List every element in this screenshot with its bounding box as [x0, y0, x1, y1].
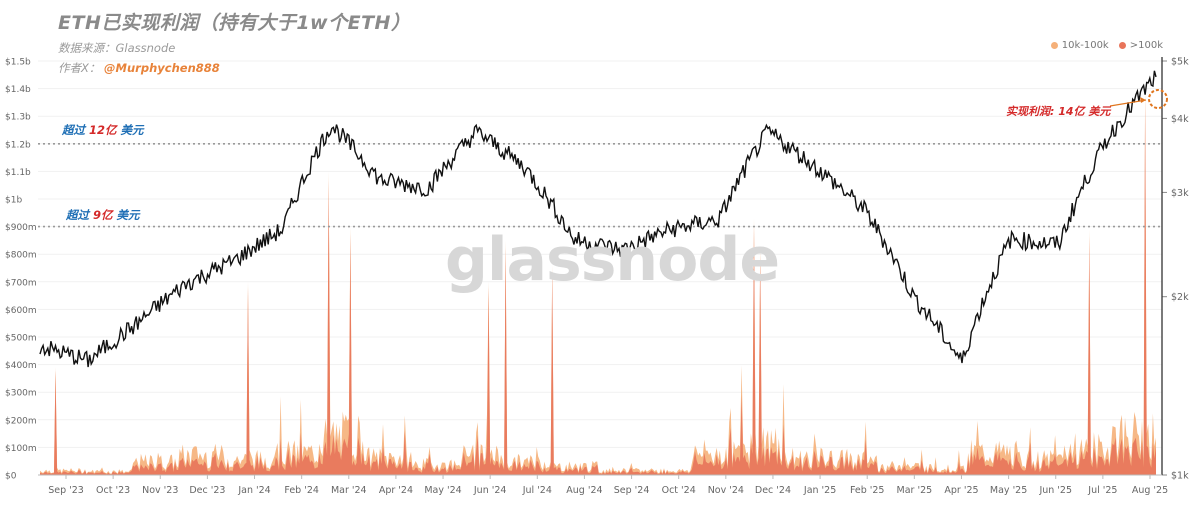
right-tick-label: $1k — [1171, 471, 1189, 482]
x-tick-label: Sep '23 — [48, 485, 84, 496]
y-tick-label: $400m — [5, 361, 37, 371]
right-tick-label: $3k — [1171, 188, 1189, 199]
x-tick-label: Jul '25 — [1087, 485, 1117, 496]
y-tick-label: $1.1b — [5, 168, 31, 178]
annotation-9b-value: 9亿 — [93, 208, 113, 222]
x-tick-label: Jul '24 — [522, 485, 552, 496]
chart-title: ETH已实现利润（持有大于1w个ETH） — [58, 12, 411, 34]
annotation-12b-prefix: 超过 — [62, 123, 85, 137]
y-tick-label: $500m — [5, 334, 37, 344]
y-tick-label: $900m — [5, 223, 37, 233]
x-tick-label: Nov '23 — [142, 485, 178, 496]
y-tick-label: $100m — [5, 444, 37, 454]
x-tick-label: Jan '25 — [803, 485, 836, 496]
eth-price-path — [39, 70, 1157, 368]
annotation-9b-prefix: 超过 — [66, 208, 89, 222]
annotation-12b-suffix: 美元 — [120, 123, 144, 137]
legend-label-10k-100k: 10k-100k — [1061, 40, 1109, 51]
y-tick-label: $1.4b — [5, 85, 31, 95]
annotation-latest-profit: 实现利润: 14亿 美元 — [1006, 105, 1111, 118]
eth-price-line — [39, 70, 1157, 368]
x-tick-label: Feb '24 — [284, 485, 319, 496]
x-tick-label: Aug '25 — [1132, 485, 1168, 496]
y-tick-label: $1.3b — [5, 113, 31, 123]
legend-label-100k: >100k — [1129, 40, 1163, 51]
y-tick-label: $200m — [5, 416, 37, 426]
legend: 10k-100k >100k — [1050, 40, 1163, 51]
author-prefix: 作者X： — [58, 61, 101, 75]
x-tick-label: Jun '25 — [1038, 485, 1072, 496]
x-tick-label: Aug '24 — [566, 485, 602, 496]
x-tick-label: Apr '25 — [944, 485, 978, 496]
latest-marker — [1109, 89, 1168, 109]
legend-item-10k-100k: 10k-100k — [1050, 40, 1109, 51]
y-tick-label: $700m — [5, 278, 37, 288]
latest-circle — [1148, 89, 1168, 109]
x-tick-label: Sep '24 — [614, 485, 650, 496]
y-tick-label: $300m — [5, 389, 37, 399]
latest-arrowhead — [1140, 97, 1146, 103]
x-tick-label: Oct '23 — [96, 485, 130, 496]
data-source: 数据来源：Glassnode — [58, 41, 176, 55]
right-tick-label: $2k — [1171, 292, 1189, 303]
x-tick-label: Oct '24 — [662, 485, 696, 496]
x-tick-label: Nov '24 — [708, 485, 744, 496]
annotation-9b-suffix: 美元 — [116, 208, 140, 222]
axes: $0 $100m $200m $300m $400m $500m $600m $700m $80… — [5, 57, 1189, 497]
annotation-12b-value: 12亿 — [89, 123, 117, 137]
x-tick-label: Jan '24 — [237, 485, 270, 496]
x-tick-label: Apr '24 — [379, 485, 413, 496]
legend-item-100k: >100k — [1118, 40, 1163, 51]
x-tick-label: Mar '24 — [331, 485, 367, 496]
right-tick-label: $5k — [1171, 57, 1189, 68]
y-tick-label: $0 — [5, 472, 17, 482]
annotation-9b: 超过 9亿 美元 — [66, 207, 140, 223]
x-tick-label: Feb '25 — [850, 485, 885, 496]
x-tick-label: Dec '24 — [755, 485, 791, 496]
right-tick-label: $4k — [1171, 114, 1189, 125]
author-handle: @Murphychen888 — [104, 61, 220, 75]
watermark: glassnode — [445, 225, 780, 295]
reference-lines — [38, 143, 1162, 228]
y-tick-label: $1.2b — [5, 140, 31, 150]
x-tick-label: Jun '24 — [473, 485, 507, 496]
latest-arrow — [1109, 99, 1147, 107]
legend-dot-10k-100k — [1050, 42, 1058, 49]
y-tick-label: $800m — [5, 251, 37, 261]
author-line: 作者X： @Murphychen888 — [58, 60, 220, 76]
y-tick-label: $1b — [5, 196, 22, 206]
x-tick-label: Dec '23 — [189, 485, 225, 496]
annotation-12b: 超过 12亿 美元 — [62, 122, 144, 138]
y-tick-label: $600m — [5, 306, 37, 316]
legend-dot-100k — [1118, 42, 1126, 49]
x-tick-label: May '24 — [424, 485, 461, 496]
x-tick-label: Mar '25 — [897, 485, 933, 496]
x-tick-label: May '25 — [990, 485, 1027, 496]
y-tick-label: $1.5b — [5, 58, 31, 68]
